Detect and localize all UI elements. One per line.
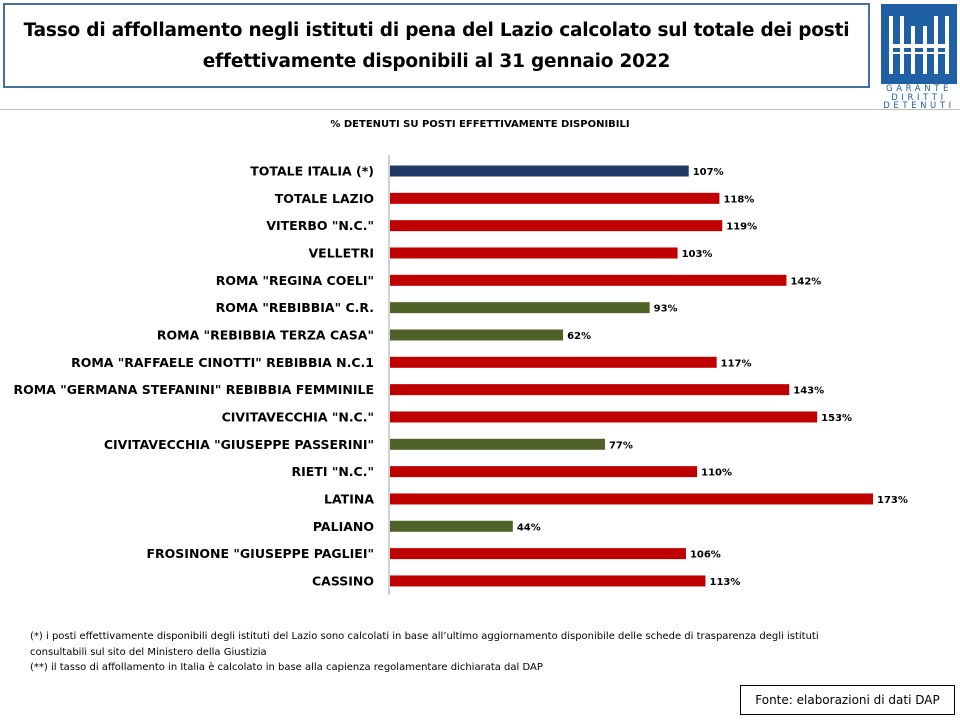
logo-text-line-2: DIRITTI (891, 92, 947, 103)
bar (390, 548, 686, 560)
bar (390, 384, 790, 396)
footnotes: (*) i posti effettivamente disponibili d… (30, 629, 930, 676)
data-label: 44% (517, 522, 541, 533)
logo-text: GARANTE DIRITTI DETENUTI (881, 85, 957, 111)
data-label: 103% (682, 249, 713, 260)
garante-logo: GARANTE DIRITTI DETENUTI (881, 4, 957, 111)
data-label: 117% (721, 358, 752, 369)
source-label: Fonte: elaborazioni di dati DAP (755, 693, 940, 707)
category-label: ROMA "REGINA COELI" (216, 273, 374, 288)
category-label: FROSINONE "GIUSEPPE PAGLIEI" (147, 546, 374, 561)
category-label: LATINA (324, 491, 374, 506)
data-label: 173% (877, 495, 908, 506)
category-label: RIETI "N.C." (291, 464, 374, 479)
category-label: CIVITAVECCHIA "N.C." (222, 409, 374, 424)
source-box: Fonte: elaborazioni di dati DAP (740, 685, 955, 715)
data-label: 142% (790, 276, 821, 287)
category-label: ROMA "REBIBBIA TERZA CASA" (157, 327, 374, 342)
data-label: 93% (654, 304, 678, 315)
data-label: 110% (701, 468, 732, 479)
bar (390, 520, 513, 532)
bar (390, 192, 720, 204)
bar (390, 302, 650, 314)
page-title-line-2: effettivamente disponibili al 31 gennaio… (202, 50, 671, 72)
category-label: TOTALE ITALIA (*) (250, 164, 374, 179)
bar (390, 274, 787, 286)
category-label: VITERBO "N.C." (266, 218, 374, 233)
bar (390, 575, 706, 587)
bar (390, 356, 717, 368)
category-label: CASSINO (312, 573, 374, 588)
garante-logo-graphic (881, 4, 957, 84)
data-label: 77% (609, 440, 633, 451)
data-label: 143% (793, 386, 824, 397)
footnote-1-line-2: consultabili sul sito del Ministero dell… (30, 646, 267, 658)
category-label: ROMA "RAFFAELE CINOTTI" REBIBBIA N.C.1 (71, 355, 374, 370)
bar (390, 438, 605, 450)
data-label: 113% (709, 577, 740, 588)
bar-chart: TOTALE ITALIA (*) 107% TOTALE LAZIO 118% VIT… (14, 155, 908, 595)
footnote-1-line-1: (*) i posti effettivamente disponibili d… (30, 631, 819, 642)
bar (390, 411, 818, 423)
page-title-line-1: Tasso di affollamento negli istituti di … (23, 19, 850, 41)
logo-text-line-3: DETENUTI (883, 101, 955, 111)
footnote-2: (**) il tasso di affollamento in Italia … (30, 662, 543, 673)
title-box: Tasso di affollamento negli istituti di … (3, 3, 870, 88)
data-label: 107% (693, 167, 724, 178)
garante-logo-icon (881, 4, 957, 84)
category-label: ROMA "REBIBBIA" C.R. (216, 300, 374, 315)
category-label: VELLETRI (309, 245, 375, 260)
header-divider (0, 109, 960, 110)
data-label: 119% (726, 222, 757, 233)
bar (390, 165, 689, 177)
bar (390, 247, 678, 259)
bar (390, 466, 698, 478)
data-label: 118% (723, 194, 754, 205)
data-label: 106% (690, 550, 721, 561)
bar (390, 329, 564, 341)
data-label: 62% (567, 331, 591, 342)
bar (390, 220, 723, 232)
category-label: TOTALE LAZIO (275, 191, 374, 206)
data-label: 153% (821, 413, 852, 424)
chart-title: % DETENUTI SU POSTI EFFETTIVAMENTE DISPO… (330, 119, 630, 130)
bar (390, 493, 873, 505)
category-label: CIVITAVECCHIA "GIUSEPPE PASSERINI" (104, 437, 374, 452)
category-label: PALIANO (313, 519, 374, 534)
logo-text-line-1: GARANTE (886, 84, 952, 94)
category-label: ROMA "GERMANA STEFANINI" REBIBBIA FEMMIN… (14, 382, 375, 397)
